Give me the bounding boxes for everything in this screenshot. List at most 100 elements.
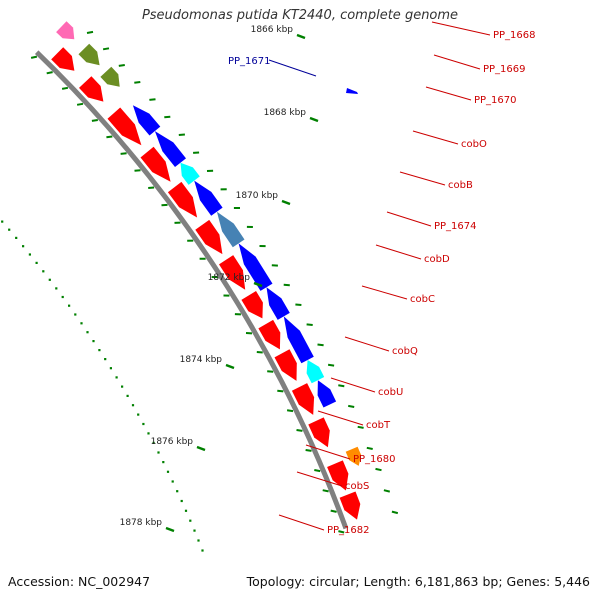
lane-tick	[149, 98, 156, 101]
gene-arrow-cobo[interactable]	[132, 105, 161, 136]
forward-gene-arrow[interactable]	[140, 146, 171, 182]
label-leader-line	[386, 211, 432, 227]
label-leader-line	[278, 514, 325, 531]
lane-tick	[267, 370, 274, 373]
dotted-guide-line	[1, 220, 204, 552]
gene-arrow-pp_1669[interactable]	[78, 43, 100, 66]
guide-dot	[131, 404, 135, 407]
guide-dot	[142, 422, 145, 426]
lane-tick	[46, 71, 53, 75]
lane-tick	[317, 343, 324, 347]
guide-dot	[197, 539, 200, 542]
gene-label-cobb[interactable]: cobB	[448, 180, 473, 191]
forward-gene-arrow[interactable]	[291, 383, 315, 415]
guide-dot	[74, 313, 77, 316]
forward-gene-arrow[interactable]	[339, 491, 361, 520]
gene-label-cobt[interactable]: cobT	[366, 420, 391, 431]
guide-dot	[180, 499, 183, 503]
lane-tick	[277, 389, 284, 393]
guide-dot	[48, 278, 51, 281]
forward-gene-arrow[interactable]	[327, 460, 349, 491]
axis-tick-label: 1876 kbp	[151, 437, 194, 447]
lane-tick	[118, 64, 125, 67]
gene-label-cobc[interactable]: cobC	[410, 294, 435, 305]
label-leader-line	[305, 444, 351, 460]
gene-label-cobq[interactable]: cobQ	[392, 346, 418, 357]
lane-tick	[327, 363, 335, 367]
gene-label-pp_1669[interactable]: PP_1669	[483, 64, 526, 75]
forward-gene-arrow[interactable]	[107, 107, 142, 146]
highlight-gene-label[interactable]: PP_1671	[228, 56, 271, 67]
forward-gene-arrow[interactable]	[219, 255, 246, 290]
lane-tick	[102, 47, 110, 51]
guide-dot	[147, 432, 150, 435]
forward-gene-arrow[interactable]	[258, 319, 281, 350]
lane-tick	[375, 467, 382, 472]
axis-tick-mark	[281, 199, 291, 206]
guide-dot	[98, 349, 101, 352]
gene-arrow-cobq[interactable]	[238, 243, 273, 291]
gene-arrow-cobu[interactable]	[266, 287, 290, 320]
guide-dot	[201, 549, 204, 552]
gene-arrow-cobs[interactable]	[317, 380, 337, 408]
gene-arrow-pp_1674[interactable]	[180, 162, 200, 185]
guide-dot	[8, 228, 11, 231]
lane-tick	[348, 404, 355, 408]
label-leader-line	[296, 471, 343, 487]
axis-tick-label: 1872 kbp	[208, 273, 251, 283]
guide-dot	[193, 529, 196, 532]
lane-tick	[391, 510, 399, 515]
label-leader-line	[412, 130, 459, 145]
forward-gene-arrow[interactable]	[274, 349, 297, 381]
forward-gene-arrow[interactable]	[241, 291, 263, 319]
lane-tick	[306, 323, 313, 326]
lane-tick	[366, 446, 373, 450]
lane-tick	[164, 115, 171, 119]
highlight-leader-line	[268, 59, 317, 77]
guide-dot	[92, 340, 95, 343]
forward-gene-arrow[interactable]	[79, 76, 104, 102]
lane-tick	[295, 303, 302, 306]
gene-arrow-cobd[interactable]	[194, 180, 223, 216]
forward-gene-arrow[interactable]	[195, 219, 223, 255]
forward-gene-arrow[interactable]	[308, 417, 330, 448]
gene-arrow-pp_1670[interactable]	[100, 66, 120, 87]
guide-dot	[115, 376, 118, 379]
guide-dot	[189, 519, 192, 522]
genome-summary-text: Topology: circular; Length: 6,181,863 bp…	[246, 574, 590, 589]
gene-label-pp_1668[interactable]: PP_1668	[493, 30, 536, 41]
forward-gene-arrow[interactable]	[51, 47, 75, 71]
lane-tick	[106, 135, 113, 139]
gene-arrow-pp_1680[interactable]	[306, 360, 325, 384]
gene-label-cobu[interactable]: cobU	[378, 387, 403, 398]
label-leader-line	[431, 21, 491, 36]
gene-label-pp_1670[interactable]: PP_1670	[474, 95, 517, 106]
gene-arrow-pp_1668[interactable]	[56, 21, 75, 40]
lane-tick	[286, 409, 294, 413]
gene-label-pp_1682[interactable]: PP_1682	[327, 525, 370, 536]
gene-label-cobo[interactable]: cobO	[461, 139, 487, 150]
gene-arrow-cobc[interactable]	[216, 211, 245, 248]
gene-label-cobd[interactable]: cobD	[424, 254, 450, 265]
highlight-marker[interactable]	[346, 88, 358, 94]
lane-tick	[322, 489, 329, 493]
gene-label-pp_1680[interactable]: PP_1680	[353, 454, 396, 465]
gene-arrow-pp_1682[interactable]	[345, 446, 362, 466]
guide-dot	[104, 358, 107, 361]
gene-arrow-cobt[interactable]	[283, 316, 314, 364]
gene-label-pp_1674[interactable]: PP_1674	[434, 221, 477, 232]
lane-tick	[134, 169, 141, 172]
backbone-arc	[34, 50, 349, 530]
label-leader-line	[330, 377, 376, 393]
gene-arrow-cobb[interactable]	[154, 131, 186, 167]
guide-dot	[35, 261, 38, 264]
gene-labels: PP_1668 PP_1669 PP_1670 cobO cobB PP_1674 cobD…	[228, 21, 536, 536]
label-leader-line	[425, 86, 472, 101]
forward-gene-arrow[interactable]	[167, 181, 198, 218]
accession-text: Accession: NC_002947	[8, 574, 151, 589]
guide-dot	[68, 304, 71, 307]
guide-dot	[109, 367, 112, 370]
gene-label-cobs[interactable]: cobS	[345, 481, 369, 492]
axis-tick-mark	[225, 363, 235, 370]
label-leader-line	[361, 285, 408, 300]
